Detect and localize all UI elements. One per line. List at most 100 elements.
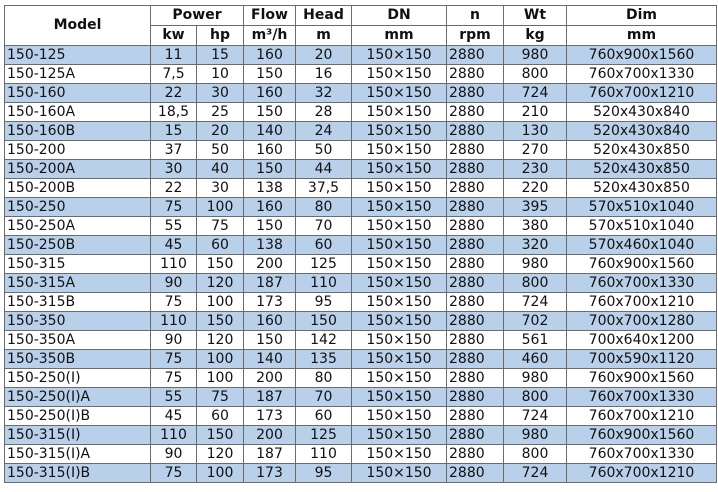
cell-wt: 395 <box>503 197 567 217</box>
cell-hp: 30 <box>196 178 244 198</box>
cell-flow: 173 <box>243 463 296 483</box>
cell-dn: 150×150 <box>351 83 447 103</box>
cell-dim: 760x700x1210 <box>566 463 717 483</box>
cell-dim: 760x900x1560 <box>566 45 717 65</box>
cell-kw: 110 <box>150 311 197 331</box>
cell-hp: 100 <box>196 349 244 369</box>
cell-hp: 100 <box>196 292 244 312</box>
cell-kw: 45 <box>150 406 197 426</box>
cell-dn: 150×150 <box>351 463 447 483</box>
cell-dn: 150×150 <box>351 121 447 141</box>
cell-flow: 150 <box>243 216 296 236</box>
cell-kw: 75 <box>150 349 197 369</box>
cell-dn: 150×150 <box>351 349 447 369</box>
cell-flow: 200 <box>243 368 296 388</box>
cell-dn: 150×150 <box>351 273 447 293</box>
cell-hp: 60 <box>196 406 244 426</box>
cell-model: 150-250B <box>4 235 151 255</box>
cell-wt: 460 <box>503 349 567 369</box>
unit-wt: kg <box>503 25 567 46</box>
cell-kw: 90 <box>150 330 197 350</box>
cell-wt: 561 <box>503 330 567 350</box>
cell-head: 135 <box>295 349 352 369</box>
cell-dim: 760x900x1560 <box>566 368 717 388</box>
table-row: 150-250 75 100 160 80 150×150 2880 395 570x510x1… <box>4 197 717 217</box>
cell-flow: 140 <box>243 121 296 141</box>
cell-dim: 520x430x850 <box>566 140 717 160</box>
cell-dim: 520x430x840 <box>566 121 717 141</box>
cell-dn: 150×150 <box>351 216 447 236</box>
table-row: 150-250(I)A 55 75 187 70 150×150 2880 800 760x70… <box>4 387 717 407</box>
cell-dim: 760x700x1210 <box>566 83 717 103</box>
cell-hp: 25 <box>196 102 244 122</box>
cell-n: 2880 <box>446 254 504 274</box>
cell-head: 44 <box>295 159 352 179</box>
cell-hp: 10 <box>196 64 244 84</box>
cell-head: 16 <box>295 64 352 84</box>
cell-head: 110 <box>295 444 352 464</box>
cell-n: 2880 <box>446 387 504 407</box>
cell-head: 80 <box>295 368 352 388</box>
header-model: Model <box>4 5 151 46</box>
cell-wt: 980 <box>503 425 567 445</box>
cell-dim: 700x640x1200 <box>566 330 717 350</box>
cell-head: 95 <box>295 292 352 312</box>
cell-model: 150-350B <box>4 349 151 369</box>
cell-hp: 100 <box>196 197 244 217</box>
cell-dn: 150×150 <box>351 311 447 331</box>
cell-kw: 110 <box>150 254 197 274</box>
cell-n: 2880 <box>446 216 504 236</box>
cell-n: 2880 <box>446 292 504 312</box>
cell-wt: 980 <box>503 368 567 388</box>
header-flow: Flow <box>243 5 296 26</box>
cell-hp: 50 <box>196 140 244 160</box>
cell-n: 2880 <box>446 311 504 331</box>
cell-model: 150-315A <box>4 273 151 293</box>
cell-kw: 55 <box>150 216 197 236</box>
table-row: 150-315A 90 120 187 110 150×150 2880 800 760x700… <box>4 273 717 293</box>
cell-kw: 75 <box>150 197 197 217</box>
cell-dim: 760x700x1330 <box>566 64 717 84</box>
cell-head: 24 <box>295 121 352 141</box>
cell-wt: 320 <box>503 235 567 255</box>
cell-hp: 15 <box>196 45 244 65</box>
cell-head: 28 <box>295 102 352 122</box>
cell-kw: 11 <box>150 45 197 65</box>
cell-head: 70 <box>295 216 352 236</box>
cell-dn: 150×150 <box>351 425 447 445</box>
cell-wt: 270 <box>503 140 567 160</box>
cell-dn: 150×150 <box>351 254 447 274</box>
table-row: 150-250A 55 75 150 70 150×150 2880 380 570x510x1… <box>4 216 717 236</box>
cell-n: 2880 <box>446 368 504 388</box>
table-row: 150-350B 75 100 140 135 150×150 2880 460 700x590… <box>4 349 717 369</box>
cell-dn: 150×150 <box>351 406 447 426</box>
cell-flow: 140 <box>243 349 296 369</box>
cell-n: 2880 <box>446 406 504 426</box>
cell-wt: 220 <box>503 178 567 198</box>
unit-kw: kw <box>150 25 197 46</box>
cell-model: 150-250(I)B <box>4 406 151 426</box>
cell-model: 150-160 <box>4 83 151 103</box>
table-row: 150-350 110 150 160 150 150×150 2880 702 700x700… <box>4 311 717 331</box>
cell-head: 37,5 <box>295 178 352 198</box>
cell-n: 2880 <box>446 121 504 141</box>
cell-model: 150-200B <box>4 178 151 198</box>
cell-n: 2880 <box>446 463 504 483</box>
cell-hp: 150 <box>196 311 244 331</box>
cell-kw: 110 <box>150 425 197 445</box>
pump-spec-table: Model Power Flow Head DN n Wt Dim kw hp … <box>4 5 717 483</box>
cell-dn: 150×150 <box>351 45 447 65</box>
table-row: 150-160 22 30 160 32 150×150 2880 724 760x700x12… <box>4 83 717 103</box>
table-row: 150-125 11 15 160 20 150×150 2880 980 760x900x15… <box>4 45 717 65</box>
cell-head: 142 <box>295 330 352 350</box>
cell-flow: 150 <box>243 159 296 179</box>
header-row: Model Power Flow Head DN n Wt Dim <box>4 5 717 46</box>
header-dn: DN <box>351 5 447 26</box>
table-row: 150-315(I) 110 150 200 125 150×150 2880 980 760x… <box>4 425 717 445</box>
cell-kw: 37 <box>150 140 197 160</box>
cell-head: 95 <box>295 463 352 483</box>
cell-head: 110 <box>295 273 352 293</box>
cell-n: 2880 <box>446 330 504 350</box>
cell-flow: 200 <box>243 254 296 274</box>
cell-model: 150-350A <box>4 330 151 350</box>
